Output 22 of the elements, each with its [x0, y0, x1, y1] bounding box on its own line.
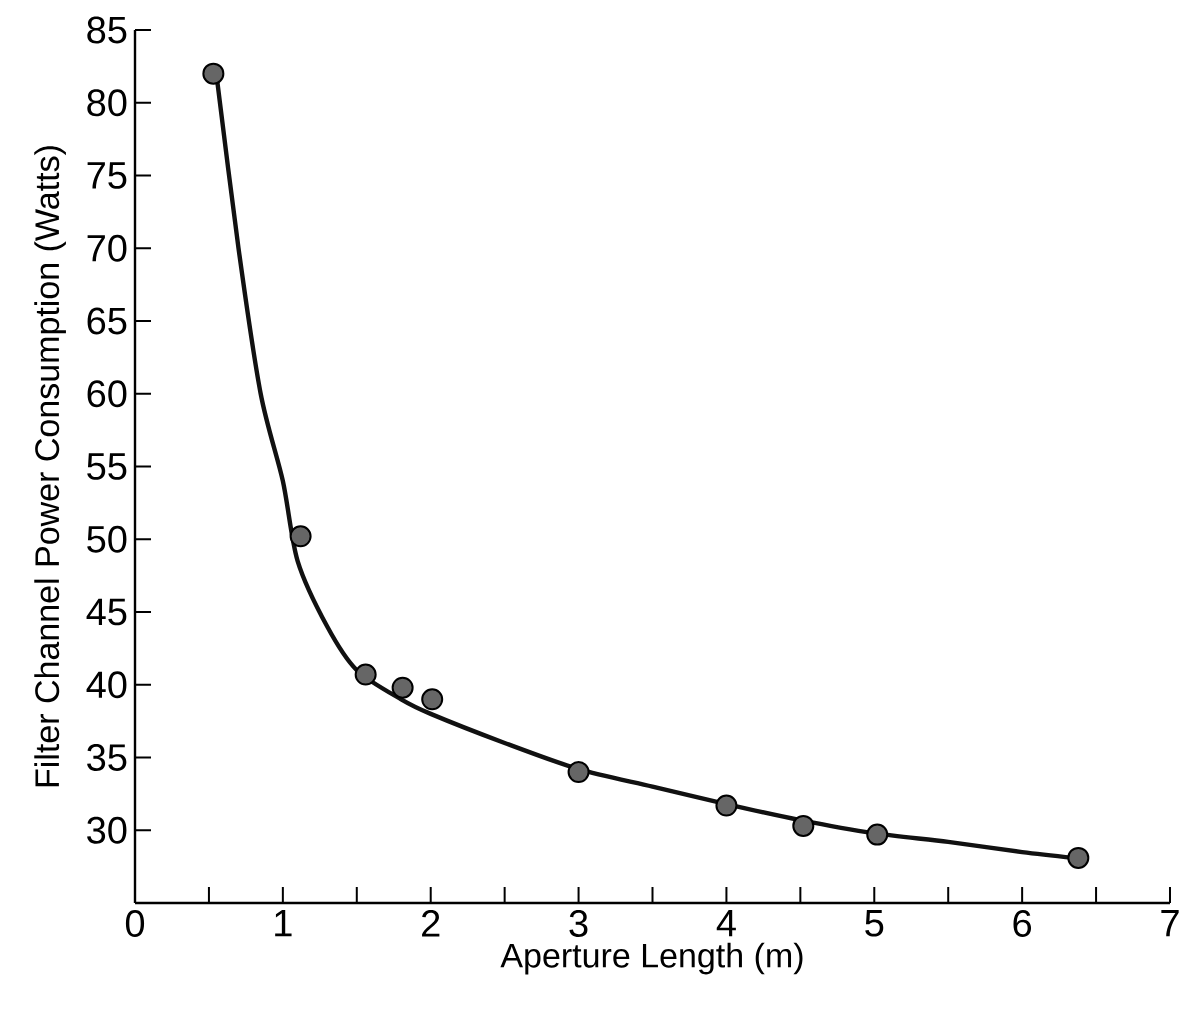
x-tick-label: 2: [422, 910, 440, 937]
y-tick-label: 45: [86, 598, 127, 626]
x-tick-label: 3: [569, 910, 588, 937]
y-tick-label: 65: [87, 307, 127, 335]
y-axis-title: Filter Channel Power Consumption (Watts): [34, 146, 66, 787]
y-tick-label: 75: [87, 162, 127, 189]
x-tick-label: 4: [716, 910, 736, 937]
x-tick-label: 1: [275, 910, 292, 937]
y-tick-label: 50: [87, 525, 127, 553]
x-tick-label: 6: [1013, 910, 1032, 937]
x-tick-label: 5: [865, 910, 884, 937]
y-tick-label: 60: [87, 380, 127, 408]
y-tick-label: 70: [87, 234, 127, 262]
x-tick-label: 7: [1161, 910, 1179, 937]
y-tick-label: 40: [86, 671, 127, 699]
y-tick-label: 30: [87, 816, 127, 844]
y-tick-label: 85: [87, 16, 127, 44]
y-tick-label: 55: [87, 453, 127, 480]
y-tick-label: 35: [87, 744, 127, 771]
y-tick-label: 80: [87, 89, 127, 117]
x-tick-label: 0: [125, 910, 145, 937]
x-axis-title: Aperture Length (m): [500, 942, 803, 975]
